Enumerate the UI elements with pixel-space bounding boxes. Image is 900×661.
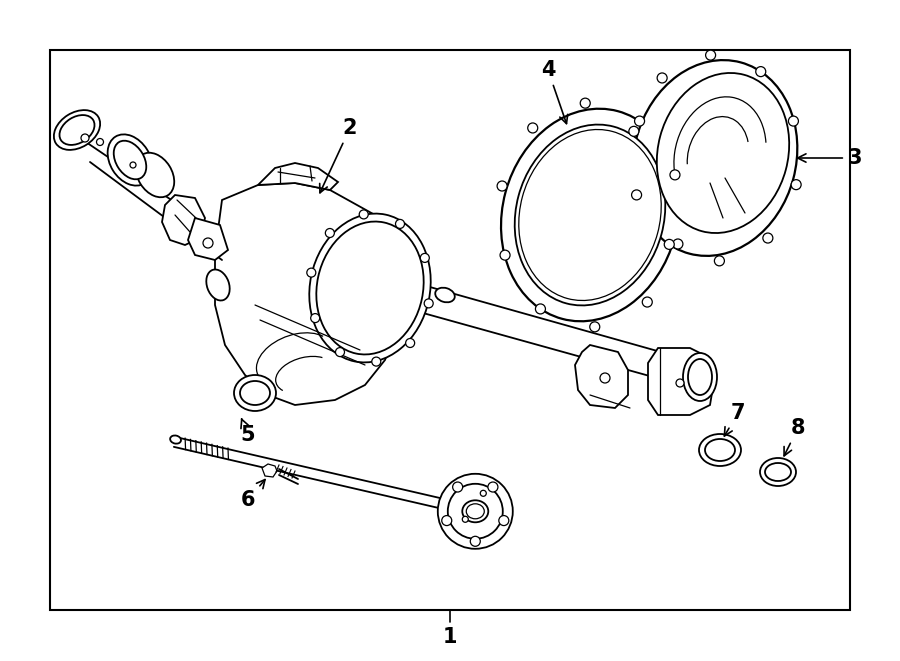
Circle shape: [527, 123, 537, 133]
Ellipse shape: [688, 359, 712, 395]
Polygon shape: [575, 345, 628, 408]
Circle shape: [715, 256, 724, 266]
Circle shape: [453, 482, 463, 492]
Circle shape: [203, 238, 213, 248]
Circle shape: [664, 239, 674, 249]
Ellipse shape: [240, 381, 270, 405]
Polygon shape: [215, 183, 405, 405]
Ellipse shape: [310, 214, 431, 362]
Ellipse shape: [518, 130, 662, 301]
Circle shape: [791, 180, 801, 190]
Text: 8: 8: [784, 418, 806, 456]
Ellipse shape: [515, 124, 665, 305]
Polygon shape: [648, 348, 715, 415]
Circle shape: [706, 50, 716, 60]
Ellipse shape: [699, 434, 741, 466]
Ellipse shape: [765, 463, 791, 481]
Ellipse shape: [54, 110, 100, 150]
Circle shape: [372, 357, 381, 366]
Text: 3: 3: [797, 148, 862, 168]
Polygon shape: [258, 163, 338, 190]
Ellipse shape: [316, 221, 424, 354]
Bar: [50, 50, 850, 610]
Circle shape: [81, 134, 89, 142]
Circle shape: [499, 516, 508, 525]
Ellipse shape: [59, 115, 94, 145]
Circle shape: [310, 313, 320, 323]
Circle shape: [307, 268, 316, 277]
Ellipse shape: [657, 73, 789, 233]
Circle shape: [657, 73, 667, 83]
Circle shape: [424, 299, 433, 308]
Circle shape: [536, 304, 545, 314]
Circle shape: [590, 322, 599, 332]
Ellipse shape: [760, 458, 796, 486]
Circle shape: [788, 116, 798, 126]
Circle shape: [634, 116, 644, 126]
Text: 5: 5: [240, 419, 256, 445]
Ellipse shape: [705, 439, 735, 461]
Circle shape: [96, 139, 104, 145]
Circle shape: [130, 162, 136, 168]
Circle shape: [395, 219, 404, 229]
Ellipse shape: [234, 375, 276, 411]
Ellipse shape: [136, 153, 175, 197]
Circle shape: [488, 482, 498, 492]
Text: 2: 2: [320, 118, 357, 193]
Ellipse shape: [436, 288, 454, 302]
Ellipse shape: [437, 474, 513, 549]
Circle shape: [670, 170, 680, 180]
Circle shape: [600, 373, 610, 383]
Circle shape: [326, 229, 335, 237]
Circle shape: [500, 250, 510, 260]
Circle shape: [481, 490, 486, 496]
Polygon shape: [262, 464, 277, 477]
Ellipse shape: [206, 270, 230, 301]
Ellipse shape: [633, 60, 797, 256]
Circle shape: [420, 253, 429, 262]
Circle shape: [756, 67, 766, 77]
Ellipse shape: [448, 484, 503, 539]
Ellipse shape: [683, 353, 717, 401]
Circle shape: [442, 516, 452, 525]
Circle shape: [497, 181, 507, 191]
Ellipse shape: [466, 504, 484, 519]
Circle shape: [629, 126, 639, 136]
Text: 4: 4: [541, 60, 568, 124]
Circle shape: [406, 338, 415, 348]
Text: 7: 7: [724, 403, 745, 436]
Ellipse shape: [170, 436, 181, 444]
Polygon shape: [162, 195, 205, 245]
Circle shape: [463, 516, 468, 522]
Circle shape: [676, 379, 684, 387]
Circle shape: [336, 348, 345, 356]
Polygon shape: [188, 218, 228, 260]
Ellipse shape: [113, 141, 147, 179]
Circle shape: [763, 233, 773, 243]
Ellipse shape: [463, 500, 489, 522]
Circle shape: [632, 190, 642, 200]
Circle shape: [359, 210, 368, 219]
Circle shape: [471, 536, 481, 546]
Circle shape: [643, 297, 652, 307]
Ellipse shape: [518, 130, 662, 301]
Circle shape: [580, 98, 590, 108]
Ellipse shape: [501, 108, 679, 321]
Text: 6: 6: [241, 480, 265, 510]
Circle shape: [673, 239, 683, 249]
Ellipse shape: [108, 134, 152, 186]
Text: 1: 1: [443, 627, 457, 647]
